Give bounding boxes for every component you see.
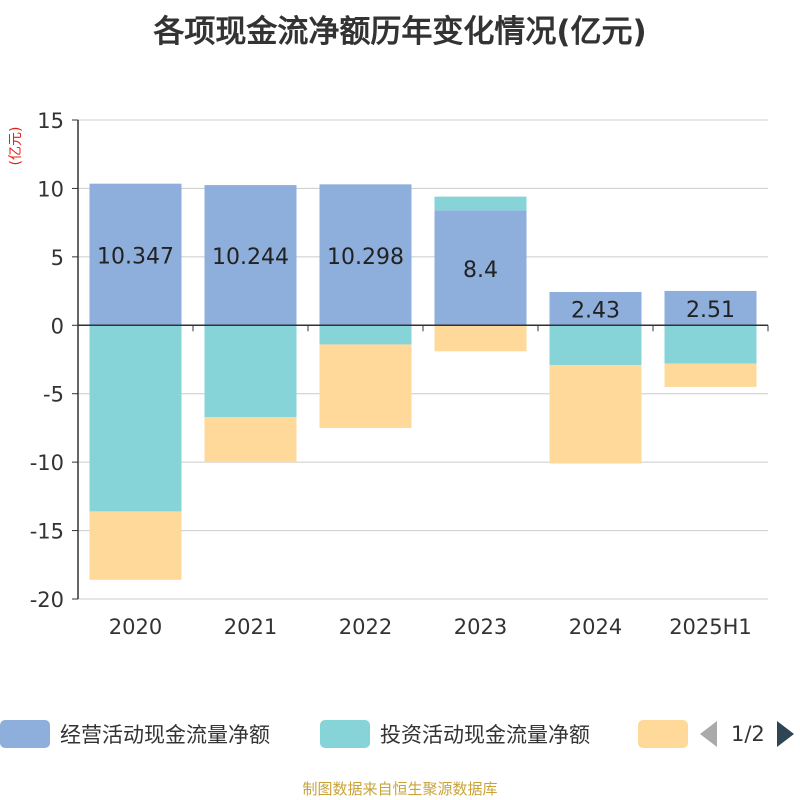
- bar-value-label: 10.244: [212, 245, 289, 270]
- y-tick-label: 15: [37, 109, 64, 133]
- y-tick-label: -20: [30, 588, 64, 612]
- y-tick-label: 0: [51, 314, 64, 338]
- legend-item-investing[interactable]: 投资活动现金流量净额: [320, 714, 590, 754]
- grid-lines: [78, 119, 768, 600]
- data-labels: 10.347 10.244 10.298 8.4 2.43 2.51: [97, 244, 735, 323]
- y-axis-unit-label: (亿元): [8, 127, 24, 166]
- legend-swatch-financing: [638, 720, 688, 748]
- bar-segment[interactable]: [319, 344, 412, 428]
- bar-value-label: 2.51: [686, 298, 735, 323]
- y-tick-label: -10: [30, 451, 64, 475]
- bar-segment[interactable]: [664, 325, 757, 364]
- bar-value-label: 10.347: [97, 244, 174, 269]
- bar-segment[interactable]: [319, 325, 412, 345]
- bar-value-label: 2.43: [571, 299, 620, 324]
- bar-segment[interactable]: [204, 416, 297, 463]
- bar-segment[interactable]: [204, 325, 297, 417]
- x-tick-label: 2022: [339, 615, 392, 639]
- bar-segment[interactable]: [89, 183, 182, 326]
- bar-value-label: 8.4: [463, 258, 498, 283]
- bar-segment[interactable]: [664, 363, 757, 387]
- x-tick-label: 2023: [454, 615, 507, 639]
- x-tick-label: 2020: [109, 615, 162, 639]
- axes: 15 10 5 0 -5 -10 -15 -20 2020 2021 2022 2023 2024 202…: [30, 109, 769, 639]
- legend-item-operating[interactable]: 经营活动现金流量净额: [0, 714, 270, 754]
- bar-segment[interactable]: [319, 184, 412, 326]
- bar-segment[interactable]: [434, 196, 527, 211]
- legend-label-investing: 投资活动现金流量净额: [380, 723, 590, 747]
- bar-segment[interactable]: [549, 292, 642, 326]
- y-tick-label: 10: [37, 177, 64, 201]
- legend: 经营活动现金流量净额 投资活动现金流量净额: [0, 714, 800, 754]
- bar-segment[interactable]: [89, 511, 182, 580]
- bar-value-label: 10.298: [327, 245, 404, 270]
- legend-next-page-icon[interactable]: [776, 721, 794, 747]
- y-tick-label: -5: [43, 383, 64, 407]
- data-source-note: 制图数据来自恒生聚源数据库: [302, 780, 498, 798]
- legend-item-financing[interactable]: [638, 714, 698, 754]
- legend-label-operating: 经营活动现金流量净额: [60, 723, 270, 747]
- legend-prev-page-icon[interactable]: [700, 721, 717, 747]
- bar-segment[interactable]: [434, 325, 527, 352]
- legend-page-indicator: 1/2: [731, 722, 765, 746]
- x-tick-label: 2024: [569, 615, 622, 639]
- bar-segment[interactable]: [89, 325, 182, 512]
- bar-segment[interactable]: [204, 185, 297, 326]
- bars: [89, 183, 757, 580]
- x-tick-label: 2021: [224, 615, 277, 639]
- bar-segment[interactable]: [434, 210, 527, 326]
- legend-swatch-operating: [0, 720, 50, 748]
- chart-title: 各项现金流净额历年变化情况(亿元): [153, 14, 647, 50]
- legend-swatch-investing: [320, 720, 370, 748]
- bar-segment[interactable]: [549, 364, 642, 464]
- y-tick-label: -15: [30, 520, 64, 544]
- bar-segment[interactable]: [549, 325, 642, 365]
- legend-pager: 1/2: [700, 716, 794, 752]
- bar-segment[interactable]: [664, 290, 757, 326]
- y-tick-label: 5: [51, 246, 64, 270]
- x-tick-label: 2025H1: [669, 615, 752, 639]
